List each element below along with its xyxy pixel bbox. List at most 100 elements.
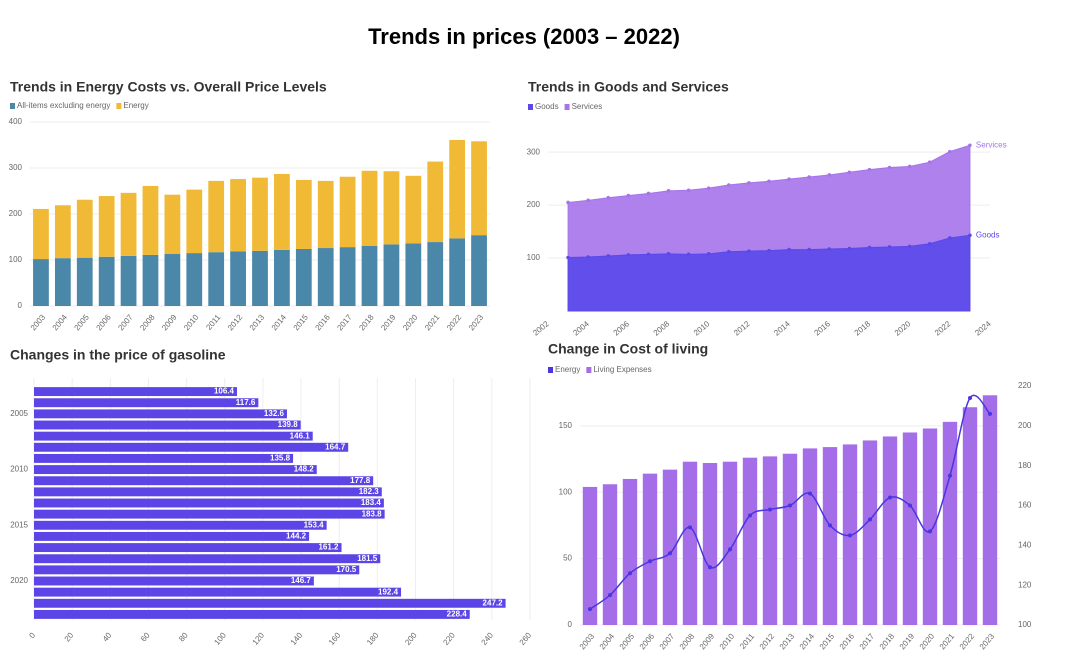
point <box>968 143 972 148</box>
point <box>646 252 651 257</box>
bar <box>682 461 698 625</box>
point <box>828 523 832 528</box>
x-tick-label: 2008 <box>652 319 672 338</box>
bar <box>142 254 159 306</box>
y-tick-label: 100 <box>1018 620 1032 629</box>
data-label: 117.6 <box>236 398 256 407</box>
x-tick-label: 2014 <box>798 631 817 651</box>
x-tick-label: 2018 <box>878 631 897 651</box>
bar <box>54 205 71 259</box>
point <box>666 252 671 256</box>
x-tick-label: 2020 <box>893 319 913 338</box>
data-label: 146.7 <box>291 576 312 585</box>
y-tick-label: 300 <box>527 147 541 156</box>
bar <box>339 176 356 248</box>
point <box>608 593 612 598</box>
point <box>867 167 872 172</box>
x-tick-label: 2012 <box>732 319 752 338</box>
point <box>787 247 791 252</box>
bar <box>295 179 312 249</box>
y-tick-label: 200 <box>1018 421 1032 430</box>
point <box>586 198 590 203</box>
bar <box>602 484 618 625</box>
point <box>847 246 852 251</box>
bar <box>471 141 487 236</box>
point <box>628 571 632 576</box>
x-tick-label: 140 <box>289 630 305 646</box>
data-label: 146.1 <box>290 431 311 440</box>
x-tick-label: 80 <box>177 630 190 643</box>
point <box>887 245 892 249</box>
point <box>767 248 771 253</box>
x-tick-label: 2006 <box>638 631 657 651</box>
bar <box>98 256 115 306</box>
chart-title: Change in Cost of living <box>548 341 708 357</box>
bar <box>405 243 422 306</box>
bar <box>642 473 658 625</box>
bar <box>782 453 798 625</box>
bar <box>274 249 290 306</box>
chart-title: Trends in Goods and Services <box>528 79 729 95</box>
data-label: 132.6 <box>264 409 285 418</box>
bar <box>164 254 181 306</box>
bar <box>34 398 259 408</box>
point <box>928 529 932 534</box>
x-tick-label: 2010 <box>692 319 712 338</box>
bar <box>471 235 487 306</box>
bar <box>164 194 181 255</box>
bar <box>98 196 115 257</box>
bar <box>34 442 349 452</box>
x-tick-label: 2014 <box>270 312 289 332</box>
point <box>968 233 972 238</box>
point <box>646 191 651 196</box>
data-label: 247.2 <box>483 598 504 607</box>
x-tick-label: 2020 <box>401 312 420 332</box>
legend-label: Goods <box>535 102 559 111</box>
point <box>706 186 711 190</box>
x-tick-label: 2009 <box>160 312 179 332</box>
x-tick-label: 2012 <box>758 631 777 651</box>
x-tick-label: 2023 <box>978 631 997 651</box>
x-tick-label: 60 <box>139 630 152 643</box>
x-tick-label: 2011 <box>204 312 222 331</box>
point <box>807 247 811 252</box>
bar <box>252 250 268 306</box>
x-tick-label: 20 <box>63 630 76 643</box>
x-tick-label: 2022 <box>958 631 977 651</box>
point <box>867 245 872 250</box>
bar <box>762 456 778 625</box>
point <box>586 255 590 259</box>
bar <box>702 463 718 625</box>
point <box>748 513 752 518</box>
x-tick-label: 2002 <box>531 319 551 338</box>
y-tick-label: 400 <box>9 117 23 126</box>
y-tick-label: 2015 <box>10 520 28 529</box>
x-tick-label: 240 <box>480 630 496 646</box>
point <box>747 249 751 253</box>
x-tick-label: 2014 <box>772 319 792 338</box>
x-tick-label: 120 <box>251 630 267 646</box>
point <box>948 149 952 154</box>
legend-swatch <box>116 103 122 109</box>
data-label: 183.4 <box>361 498 382 507</box>
x-tick-label: 2021 <box>938 631 957 651</box>
series-end-label: Services <box>976 140 1007 149</box>
point <box>566 200 570 205</box>
x-tick-label: 2004 <box>598 631 617 651</box>
bar <box>186 253 203 306</box>
point <box>588 607 592 612</box>
x-tick-label: 2006 <box>94 312 113 332</box>
y-tick-label: 100 <box>559 487 573 496</box>
point <box>767 179 771 184</box>
bar <box>186 189 203 254</box>
bar <box>230 179 246 252</box>
x-tick-label: 2010 <box>182 312 201 332</box>
x-tick-label: 2012 <box>226 312 245 332</box>
bar <box>34 453 294 463</box>
data-label: 164.7 <box>325 442 346 451</box>
point <box>706 252 711 256</box>
y-tick-label: 2010 <box>10 465 28 474</box>
bar <box>34 498 384 508</box>
point <box>907 164 912 169</box>
y-tick-label: 180 <box>1018 461 1032 470</box>
